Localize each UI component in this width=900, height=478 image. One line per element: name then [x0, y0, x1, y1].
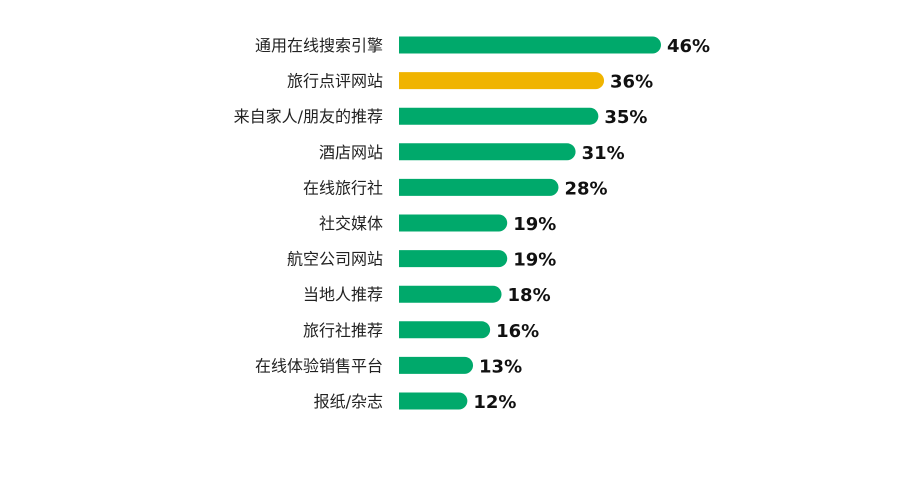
value-label: 46% [667, 36, 710, 57]
bar [399, 321, 491, 339]
value-label: 28% [564, 178, 607, 199]
bar [399, 72, 605, 90]
bar [399, 107, 599, 125]
value-label: 12% [473, 392, 516, 413]
category-label: 酒店网站 [319, 143, 383, 162]
bar [399, 392, 468, 410]
category-label: 通用在线搜索引擎 [255, 36, 383, 55]
category-label: 当地人推荐 [303, 285, 383, 304]
category-label: 社交媒体 [319, 214, 383, 233]
value-label: 16% [496, 321, 539, 342]
value-label: 19% [513, 250, 556, 271]
category-label: 旅行点评网站 [287, 72, 383, 91]
category-label: 来自家人/朋友的推荐 [234, 107, 383, 126]
bar [399, 143, 576, 161]
bar [399, 356, 474, 374]
category-label: 在线体验销售平台 [255, 356, 383, 375]
value-label: 18% [508, 285, 551, 306]
category-label: 在线旅行社 [303, 178, 383, 197]
bar [399, 178, 559, 196]
value-label: 31% [582, 143, 625, 164]
value-label: 36% [610, 72, 653, 93]
bar [399, 285, 502, 303]
category-label: 航空公司网站 [287, 250, 383, 269]
value-label: 35% [604, 107, 647, 128]
value-label: 13% [479, 356, 522, 377]
bar [399, 214, 508, 232]
bar [399, 250, 508, 268]
category-label: 报纸/杂志 [314, 392, 383, 411]
category-label: 旅行社推荐 [303, 321, 383, 340]
value-label: 19% [513, 214, 556, 235]
bar [399, 36, 661, 54]
